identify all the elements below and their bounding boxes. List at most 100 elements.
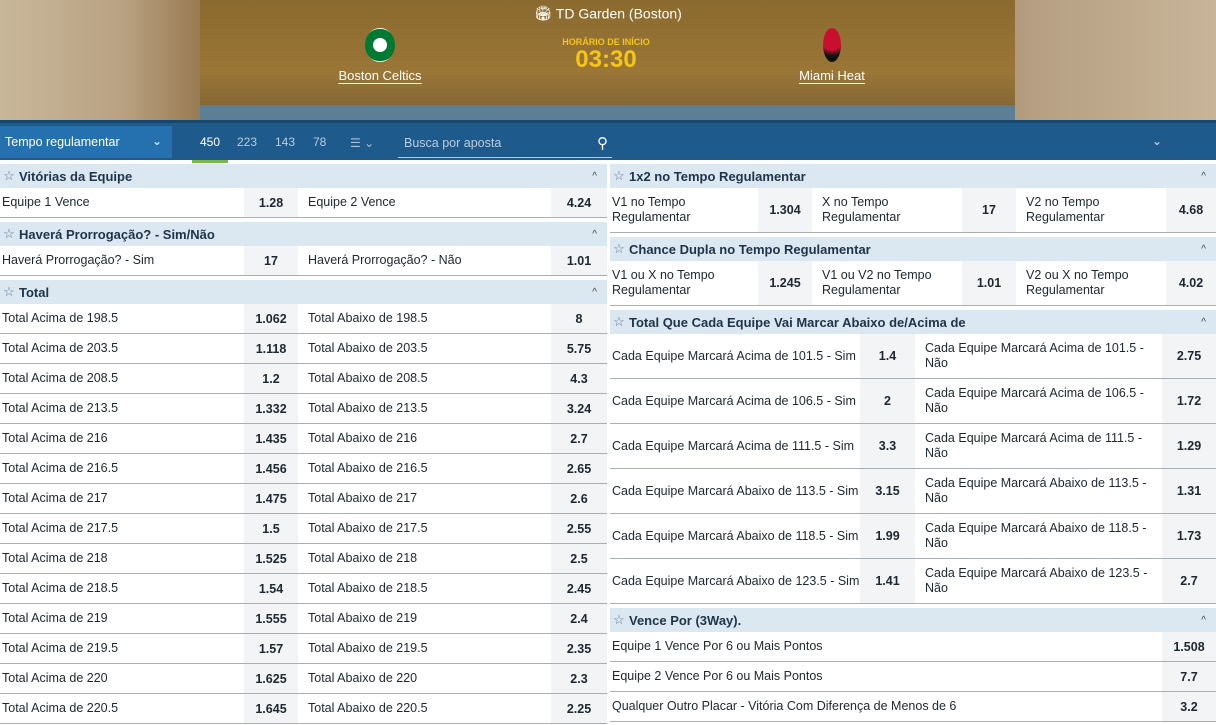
star-icon[interactable]: ☆: [3, 226, 15, 241]
odds-button[interactable]: 3.24: [551, 394, 607, 423]
odds-button[interactable]: 8: [551, 304, 607, 333]
star-icon[interactable]: ☆: [613, 612, 625, 627]
odds-button[interactable]: 1.118: [244, 334, 298, 363]
odds-button[interactable]: 1.73: [1162, 514, 1216, 558]
odds-button[interactable]: 2.3: [551, 664, 607, 693]
outcome-label: Cada Equipe Marcará Abaixo de 113.5 - Nã…: [925, 476, 1147, 505]
odds-button[interactable]: 1.245: [758, 261, 812, 305]
odds-button[interactable]: 1.332: [244, 394, 298, 423]
odds-button[interactable]: 7.7: [1162, 662, 1216, 691]
odds-button[interactable]: 5.75: [551, 334, 607, 363]
odds-button[interactable]: 4.68: [1166, 188, 1216, 232]
chevron-up-icon[interactable]: ^: [592, 170, 597, 182]
odds-button[interactable]: 1.508: [1162, 632, 1216, 661]
odds-button[interactable]: 3.2: [1162, 692, 1216, 721]
collapse-all-icon[interactable]: ⌄: [1152, 134, 1163, 148]
period-select[interactable]: Tempo regulamentar ⌄: [0, 126, 172, 158]
odds-button[interactable]: 3.3: [860, 424, 915, 468]
market-header[interactable]: ☆ Total Que Cada Equipe Vai Marcar Abaixo…: [610, 310, 1216, 334]
outcome-label: Total Abaixo de 217.5: [308, 521, 428, 535]
odds-button[interactable]: 1.54: [244, 574, 298, 603]
market-row: Haverá Prorrogação? - Sim 17 Haverá Prorro…: [0, 246, 607, 276]
header-strip: [200, 105, 1015, 120]
team-home[interactable]: Boston Celtics: [310, 28, 450, 83]
star-icon[interactable]: ☆: [3, 284, 15, 299]
star-icon[interactable]: ☆: [3, 168, 15, 183]
chevron-up-icon[interactable]: ^: [592, 228, 597, 240]
odds-button[interactable]: 1.435: [244, 424, 298, 453]
odds-button[interactable]: 1.645: [244, 694, 298, 723]
market-header[interactable]: ☆ Total ^: [0, 280, 607, 304]
odds-button[interactable]: 1.99: [860, 514, 915, 558]
star-icon[interactable]: ☆: [613, 168, 625, 183]
chevron-up-icon[interactable]: ^: [1201, 243, 1206, 255]
outcome-label: Total Abaixo de 220.5: [308, 701, 428, 715]
chevron-up-icon[interactable]: ^: [1201, 614, 1206, 626]
star-icon[interactable]: ☆: [613, 314, 625, 329]
odds-button[interactable]: 1.4: [860, 334, 915, 378]
filter-tab-4[interactable]: 78: [313, 135, 327, 149]
star-icon[interactable]: ☆: [613, 241, 625, 256]
odds-button[interactable]: 1.525: [244, 544, 298, 573]
market-row: Cada Equipe Marcará Acima de 106.5 - Sim…: [610, 379, 1216, 424]
market-header[interactable]: ☆ Chance Dupla no Tempo Regulamentar ^: [610, 237, 1216, 261]
filter-tab-all[interactable]: 450: [191, 135, 229, 163]
search-input[interactable]: [398, 129, 578, 157]
odds-button[interactable]: 2.6: [551, 484, 607, 513]
odds-button[interactable]: 2.35: [551, 634, 607, 663]
odds-button[interactable]: 4.24: [551, 188, 607, 217]
chevron-up-icon[interactable]: ^: [592, 286, 597, 298]
odds-button[interactable]: 2.55: [551, 514, 607, 543]
odds-button[interactable]: 1.57: [244, 634, 298, 663]
outcome-label: Equipe 2 Vence: [308, 195, 396, 209]
odds-button[interactable]: 4.02: [1166, 261, 1216, 305]
odds-button[interactable]: 2.45: [551, 574, 607, 603]
team2-name[interactable]: Miami Heat: [799, 68, 865, 83]
odds-button[interactable]: 1.41: [860, 559, 915, 603]
filter-tab-3[interactable]: 143: [275, 135, 296, 149]
chevron-up-icon[interactable]: ^: [1201, 316, 1206, 328]
odds-button[interactable]: 2.5: [551, 544, 607, 573]
market-header[interactable]: ☆ Vence Por (3Way). ^: [610, 608, 1216, 632]
odds-button[interactable]: 2.4: [551, 604, 607, 633]
outcome-label: Cada Equipe Marcará Abaixo de 118.5 - Nã…: [925, 521, 1147, 550]
market-header[interactable]: ☆ 1x2 no Tempo Regulamentar ^: [610, 164, 1216, 188]
odds-button[interactable]: 1.2: [244, 364, 298, 393]
odds-button[interactable]: 2.7: [1162, 559, 1216, 603]
odds-button[interactable]: 1.475: [244, 484, 298, 513]
filter-tab-2[interactable]: 223: [237, 135, 258, 149]
odds-button[interactable]: 4.3: [551, 364, 607, 393]
odds-button[interactable]: 1.062: [244, 304, 298, 333]
odds-button[interactable]: 3.15: [860, 469, 915, 513]
odds-button[interactable]: 17: [244, 246, 298, 275]
odds-button[interactable]: 1.72: [1162, 379, 1216, 423]
odds-button[interactable]: 2.75: [1162, 334, 1216, 378]
odds-button[interactable]: 1.01: [962, 261, 1016, 305]
odds-button[interactable]: 2.7: [551, 424, 607, 453]
odds-button[interactable]: 2.25: [551, 694, 607, 723]
odds-button[interactable]: 1.5: [244, 514, 298, 543]
outcome-label: Cada Equipe Marcará Acima de 101.5 - Sim: [612, 348, 856, 363]
odds-button[interactable]: 1.456: [244, 454, 298, 483]
odds-button[interactable]: 1.555: [244, 604, 298, 633]
odds-button[interactable]: 1.28: [244, 188, 298, 217]
odds-button[interactable]: 1.304: [758, 188, 812, 232]
odds-button[interactable]: 1.01: [551, 246, 607, 275]
outcome-label: Cada Equipe Marcará Abaixo de 123.5 - Nã…: [925, 566, 1148, 595]
odds-button[interactable]: 2: [860, 379, 915, 423]
odds-button[interactable]: 1.31: [1162, 469, 1216, 513]
odds-button[interactable]: 2.65: [551, 454, 607, 483]
team1-name[interactable]: Boston Celtics: [338, 68, 422, 83]
chevron-up-icon[interactable]: ^: [1201, 170, 1206, 182]
team-away[interactable]: Miami Heat: [762, 28, 902, 83]
market-header[interactable]: ☆ Vitórias da Equipe ^: [0, 164, 607, 188]
odds-button[interactable]: 17: [962, 188, 1016, 232]
outcome-label: Cada Equipe Marcará Abaixo de 118.5 - Si…: [612, 528, 859, 543]
search-icon[interactable]: ⚲: [597, 135, 608, 152]
market-row: Equipe 1 Vence 1.28 Equipe 2 Vence 4.24: [0, 188, 607, 218]
market-header[interactable]: ☆ Haverá Prorrogação? - Sim/Não ^: [0, 222, 607, 246]
list-view-icon[interactable]: ☰ ⌄: [350, 136, 375, 150]
odds-button[interactable]: 1.29: [1162, 424, 1216, 468]
venue-name: TD Garden (Boston): [555, 5, 682, 22]
odds-button[interactable]: 1.625: [244, 664, 298, 693]
